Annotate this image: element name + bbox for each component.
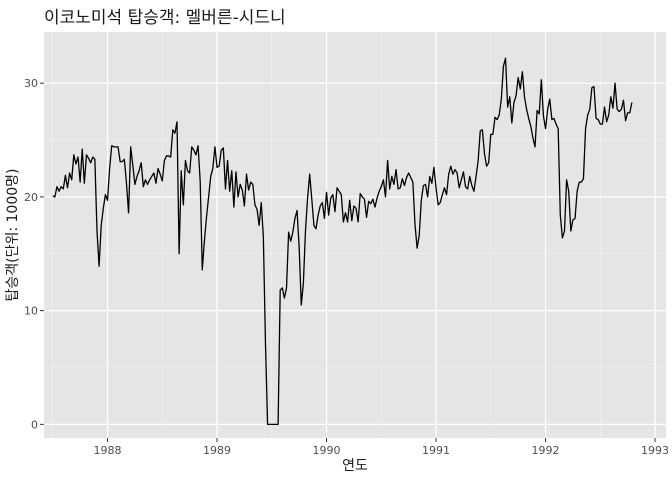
x-tick-label: 1992 bbox=[532, 444, 560, 457]
y-tick-label: 0 bbox=[31, 418, 38, 431]
x-axis-title: 연도 bbox=[342, 458, 368, 474]
x-tick-label: 1990 bbox=[313, 444, 341, 457]
x-tick-label: 1991 bbox=[422, 444, 450, 457]
x-axis: 1988 1989 1990 1991 1992 1993 bbox=[94, 438, 669, 457]
minor-gridlines bbox=[44, 32, 666, 438]
plot-panel bbox=[44, 32, 666, 438]
series-layer bbox=[52, 57, 633, 426]
series-line bbox=[52, 57, 633, 426]
x-tick-label: 1988 bbox=[94, 444, 122, 457]
x-tick-label: 1993 bbox=[641, 444, 669, 457]
y-tick-label: 10 bbox=[24, 305, 38, 318]
x-tick-label: 1989 bbox=[203, 444, 231, 457]
y-axis-title: 탑승객(단위: 1000명) bbox=[5, 169, 21, 302]
y-tick-label: 30 bbox=[24, 77, 38, 90]
y-tick-label: 20 bbox=[24, 191, 38, 204]
major-gridlines bbox=[44, 32, 666, 438]
chart-title: 이코노미석 탑승객: 멜버른-시드니 bbox=[44, 8, 286, 28]
y-axis: 0 10 20 30 bbox=[24, 77, 44, 431]
